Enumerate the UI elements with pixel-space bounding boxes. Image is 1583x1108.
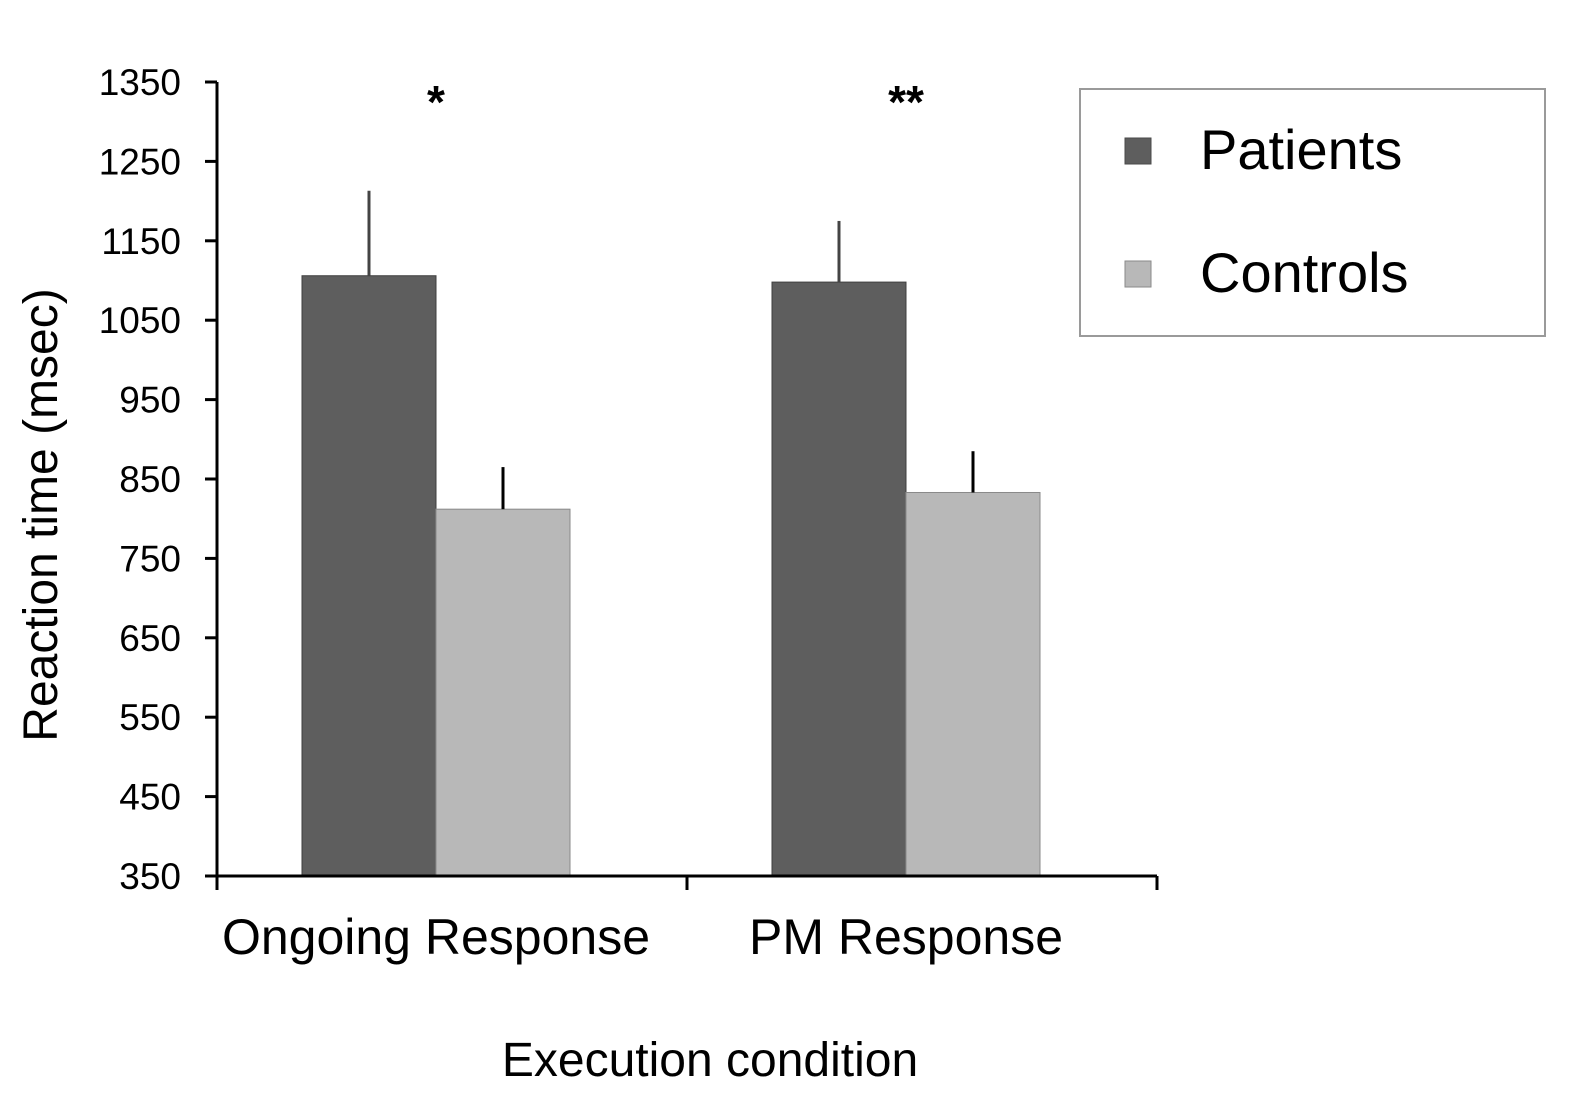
y-axis-ticks: 350 450 550 650 750 850 950 1050 1150 1250 1350 [99,62,217,897]
legend-label-controls: Controls [1200,241,1409,304]
y-tick-label: 1050 [99,300,181,341]
axes [215,82,1159,890]
y-tick-label: 650 [119,618,181,659]
legend-label-patients: Patients [1200,118,1402,181]
y-tick-label: 750 [119,538,181,579]
y-tick-label: 1350 [99,62,181,103]
y-tick-label: 450 [119,777,181,818]
bar-controls-2 [905,491,1041,877]
legend: Patients Controls [1079,88,1546,337]
y-tick-label: 950 [119,380,181,421]
legend-swatch-controls [1124,260,1152,288]
y-tick-label: 1250 [99,141,181,182]
x-axis-title: Execution condition [502,1034,918,1087]
y-axis-title: Reaction time (msec) [15,288,68,741]
y-tick-label: 350 [119,856,181,897]
bars [301,275,1041,877]
x-category-label-2: PM Response [749,909,1063,965]
error-bars [367,190,975,510]
x-category-label-1: Ongoing Response [222,909,650,965]
legend-box [1079,88,1546,337]
x-axis-category-labels: Ongoing Response PM Response [222,909,1063,965]
y-tick-label: 1150 [101,221,181,262]
y-tick-label: 850 [119,459,181,500]
significance-marker-1: * [427,76,445,128]
bar-patients-2 [771,281,907,877]
legend-swatch-patients [1124,137,1152,165]
significance-markers: * ** [427,76,924,128]
bar-controls-1 [435,508,571,877]
y-tick-label: 550 [119,697,181,738]
bar-patients-1 [301,275,437,877]
significance-marker-2: ** [888,76,924,128]
